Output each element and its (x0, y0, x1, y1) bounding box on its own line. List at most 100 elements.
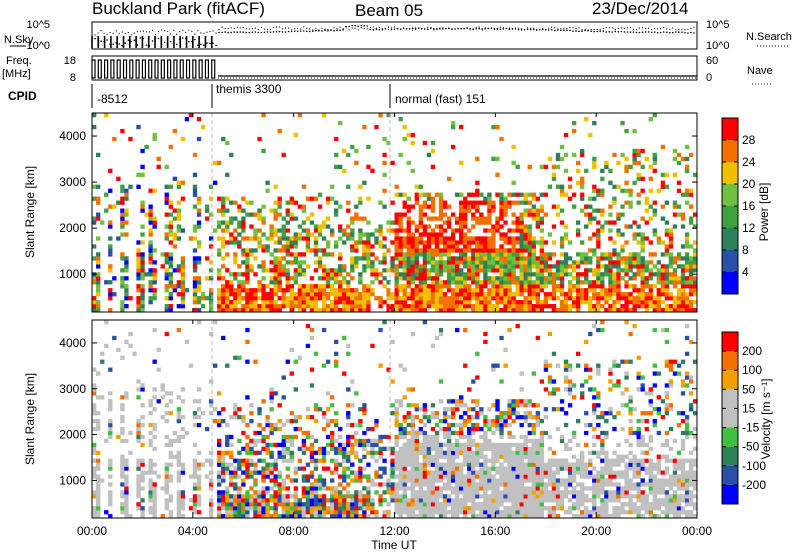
power-cell (559, 260, 565, 265)
velocity-cell (233, 466, 238, 471)
nsky-point (106, 39, 108, 41)
power-cell (580, 288, 585, 293)
velocity-cell (237, 506, 242, 511)
power-cell (608, 280, 613, 285)
velocity-cell (475, 442, 480, 448)
power-cell (148, 296, 153, 301)
power-cell (192, 188, 198, 193)
nsky-point (278, 30, 281, 33)
power-cell (450, 260, 456, 265)
power-cell (164, 304, 169, 309)
power-cell (612, 184, 617, 189)
velocity-cell (249, 486, 254, 491)
velocity-cell (370, 442, 375, 448)
power-cell (652, 232, 657, 237)
power-cell (455, 220, 460, 225)
velocity-cell (217, 474, 222, 479)
velocity-cell (390, 494, 395, 499)
velocity-cell (309, 474, 315, 479)
power-cell (668, 296, 674, 301)
power-cell (148, 272, 153, 277)
velocity-cell (507, 466, 512, 471)
power-cell (438, 196, 444, 201)
velocity-cell (422, 482, 428, 487)
velocity-cell (116, 434, 121, 440)
power-cell (531, 216, 536, 221)
velocity-cell (362, 407, 367, 412)
velocity-cell (503, 442, 508, 448)
power-cell (519, 212, 524, 217)
velocity-cell (313, 494, 319, 499)
velocity-cell (273, 462, 278, 467)
power-cell (688, 288, 694, 293)
power-cell (652, 168, 657, 173)
velocity-cell (394, 506, 399, 511)
velocity-cell (386, 510, 391, 515)
power-cell (624, 260, 629, 265)
power-cell (438, 204, 444, 209)
power-cell (329, 232, 335, 237)
power-cell (261, 216, 266, 221)
velocity-cell (168, 411, 173, 416)
power-ylabel: Slant Range [km] (23, 166, 37, 258)
power-cell (265, 180, 270, 185)
power-cell (269, 276, 274, 281)
velocity-cell (499, 490, 504, 495)
nsearch-point (560, 28, 562, 30)
power-cell (402, 212, 407, 217)
power-cell (120, 280, 125, 285)
power-cell (491, 208, 496, 213)
velocity-cell (378, 502, 383, 507)
velocity-cell (253, 490, 258, 495)
velocity-cell (499, 335, 504, 341)
power-cell (628, 200, 633, 205)
velocity-cell (515, 399, 520, 404)
velocity-cell (503, 498, 508, 503)
power-cell (241, 208, 246, 213)
power-cell (297, 264, 303, 269)
power-cell (640, 256, 645, 261)
power-cell (539, 272, 545, 277)
power-cell (438, 240, 444, 245)
power-cell (684, 300, 690, 305)
nsearch-point (472, 29, 474, 31)
velocity-cell (350, 494, 355, 499)
velocity-cell (346, 351, 351, 356)
power-cell (329, 272, 335, 277)
power-cell (277, 296, 282, 301)
power-cell (196, 256, 202, 261)
velocity-cell (229, 454, 234, 459)
velocity-cell (196, 494, 202, 499)
power-cell (249, 212, 254, 217)
power-colorbar-swatch (722, 228, 738, 250)
power-cell (342, 292, 347, 297)
velocity-cell (483, 430, 488, 436)
velocity-cell (317, 407, 323, 412)
velocity-cell (257, 438, 262, 444)
velocity-cell (334, 411, 339, 416)
power-cell (164, 268, 169, 273)
power-cell (273, 200, 278, 205)
velocity-cell (325, 510, 331, 515)
power-cell (160, 252, 165, 257)
velocity-cell (297, 514, 303, 519)
velocity-cell (237, 438, 242, 444)
power-cell (499, 256, 504, 261)
power-cell (406, 196, 411, 201)
velocity-cell (471, 426, 476, 432)
velocity-cell (495, 446, 500, 451)
velocity-cell (92, 506, 97, 511)
power-cell (196, 208, 202, 213)
velocity-cell (499, 430, 504, 436)
velocity-cell (455, 494, 460, 499)
power-cell (241, 224, 246, 229)
nsearch-point (599, 28, 601, 30)
velocity-cell (346, 403, 351, 408)
power-cell (463, 204, 468, 209)
velocity-cell (281, 494, 286, 499)
velocity-cell (455, 327, 460, 333)
power-cell (204, 208, 210, 213)
velocity-cell (301, 494, 307, 499)
velocity-cell (221, 502, 226, 507)
velocity-cell (382, 490, 387, 495)
